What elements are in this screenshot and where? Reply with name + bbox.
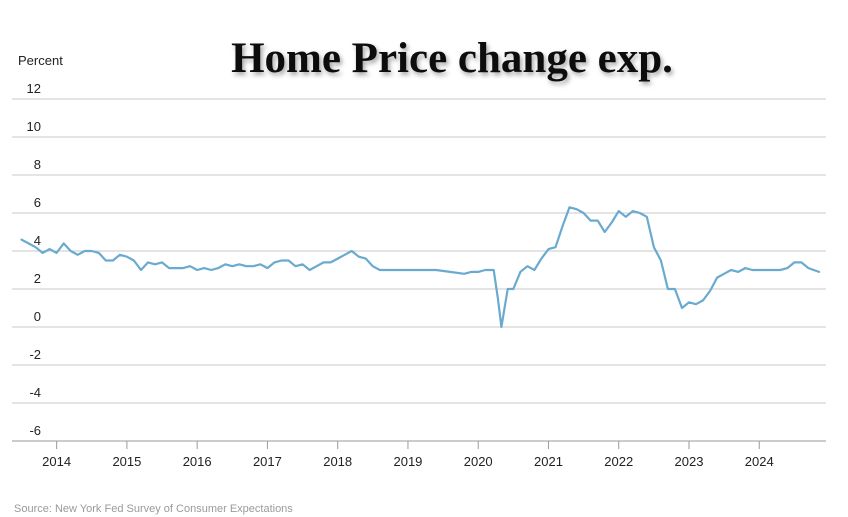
y-axis: 12 10 8 6 4 2 0 -2 -4 -6 <box>27 81 41 438</box>
chart-title: Home Price change exp. <box>231 35 673 82</box>
y-tick-label: 12 <box>27 81 41 96</box>
x-tick-label: 2016 <box>183 454 212 469</box>
y-tick-label: -6 <box>29 423 41 438</box>
y-tick-label: 10 <box>27 119 41 134</box>
x-tick-label: 2024 <box>745 454 774 469</box>
x-tick-label: 2023 <box>675 454 704 469</box>
x-tick-label: 2021 <box>534 454 563 469</box>
y-tick-label: 0 <box>34 309 41 324</box>
x-tick-label: 2017 <box>253 454 282 469</box>
x-tick-label: 2015 <box>112 454 141 469</box>
x-tick-label: 2020 <box>464 454 493 469</box>
x-tick-label: 2019 <box>393 454 422 469</box>
y-tick-label: 4 <box>34 233 41 248</box>
y-tick-label: 6 <box>34 195 41 210</box>
series-line <box>20 206 821 329</box>
series-group <box>20 206 821 329</box>
y-tick-label: -2 <box>29 347 41 362</box>
y-tick-label: -4 <box>29 385 41 400</box>
gridlines <box>12 98 826 442</box>
y-tick-label: 2 <box>34 271 41 286</box>
y-axis-label: Percent <box>18 53 63 68</box>
x-axis: 2014 2015 2016 2017 2018 2019 2020 2021 2022 2023… <box>42 441 774 469</box>
x-tick-label: 2018 <box>323 454 352 469</box>
x-tick-label: 2014 <box>42 454 71 469</box>
x-tick-label: 2022 <box>604 454 633 469</box>
y-tick-label: 8 <box>34 157 41 172</box>
source-note: Source: New York Fed Survey of Consumer … <box>14 503 293 515</box>
